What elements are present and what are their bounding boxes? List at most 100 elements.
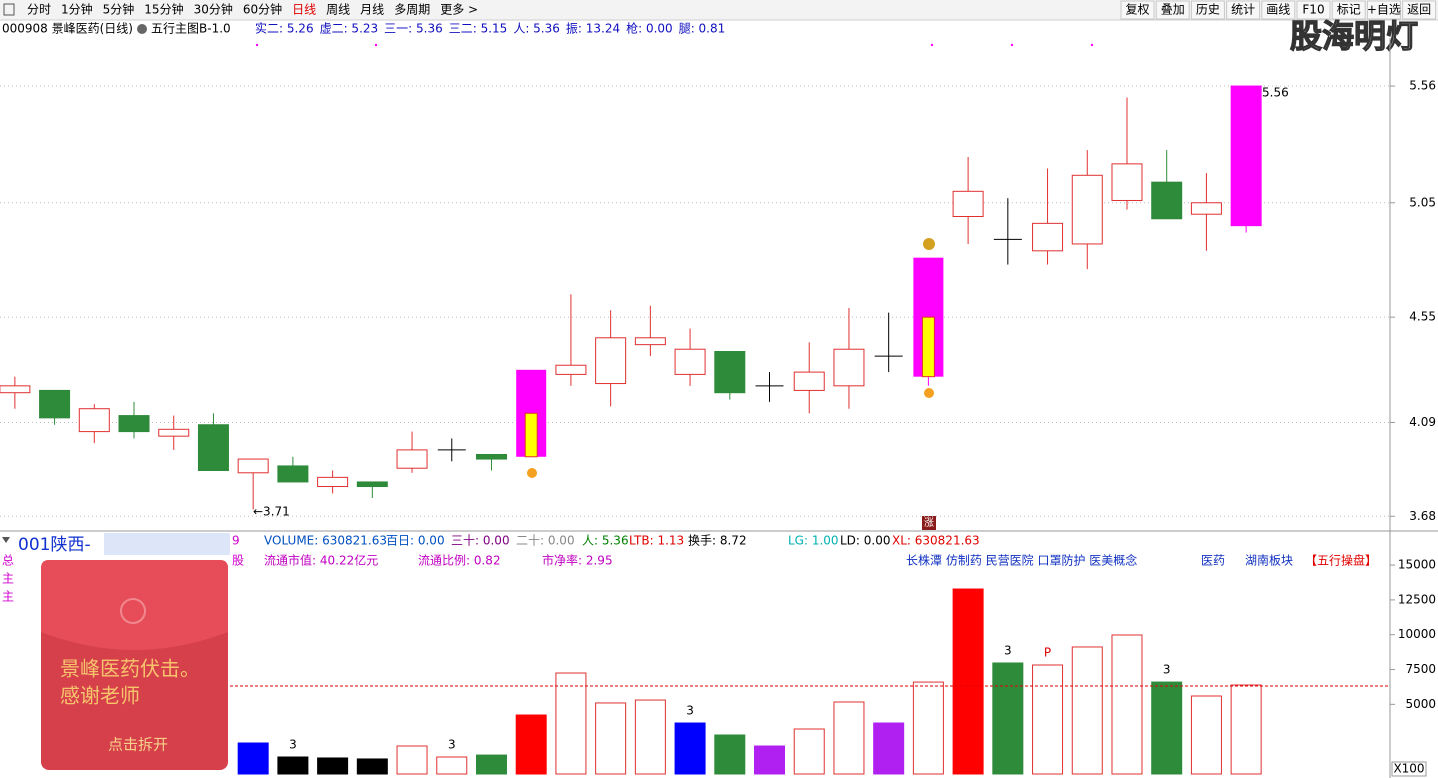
- volume-bar: [237, 742, 269, 775]
- stock-name: 000908 景峰医药(日线): [2, 22, 133, 36]
- period-tab[interactable]: 月线: [360, 3, 384, 17]
- region[interactable]: 湖南板块: [1245, 553, 1293, 568]
- vol-info: VOLUME: 630821.63: [264, 534, 387, 548]
- tag[interactable]: 【五行操盘】: [1305, 553, 1377, 568]
- side-text: 总: [2, 554, 14, 568]
- period-tab[interactable]: 日线: [292, 3, 316, 17]
- readout: 人: 5.36: [513, 22, 560, 36]
- collapse-icon[interactable]: [2, 537, 10, 543]
- vol-info: 三十: 0.00: [451, 534, 510, 548]
- period-tab[interactable]: 分时: [27, 3, 51, 17]
- volume-bar: [1151, 681, 1183, 775]
- tool-button[interactable]: [1402, 0, 1437, 20]
- dot: [1010, 43, 1014, 47]
- candle-body: [0, 385, 31, 394]
- tool-button-label[interactable]: 画线: [1266, 3, 1290, 17]
- volume-label: 3: [1004, 643, 1012, 657]
- volume-bar: [1230, 684, 1262, 775]
- readout: 枪: 0.00: [626, 21, 673, 36]
- period-tab[interactable]: 5分钟: [103, 2, 135, 17]
- signal-ball: [924, 388, 934, 398]
- tool-button-label[interactable]: 统计: [1231, 3, 1255, 17]
- tool-button[interactable]: [1296, 0, 1331, 20]
- vol-info2: 市净率: 2.95: [542, 553, 613, 568]
- period-tab[interactable]: 周线: [326, 3, 350, 17]
- tool-button-label[interactable]: 复权: [1125, 3, 1149, 17]
- period-tab[interactable]: 多周期: [394, 3, 430, 17]
- candle-body: [1032, 222, 1064, 252]
- packet-icon: [120, 598, 146, 624]
- sector[interactable]: 医药: [1201, 554, 1225, 568]
- volume-bar: [714, 734, 746, 775]
- dot: [1090, 43, 1094, 47]
- candle-body: [356, 481, 388, 488]
- volume-bar: [595, 702, 627, 775]
- period-tab[interactable]: 更多 >: [440, 3, 478, 17]
- volume-label: 3: [289, 738, 297, 752]
- readout: 虚二: 5.23: [320, 22, 379, 36]
- dot: [374, 43, 378, 47]
- side-text: 主: [2, 572, 14, 586]
- tool-button[interactable]: [1261, 0, 1296, 20]
- readout: 振: 13.24: [566, 22, 620, 36]
- tool-button[interactable]: [1226, 0, 1261, 20]
- candle-body: [1190, 202, 1222, 215]
- vol-info: 人: 5.36: [582, 534, 629, 548]
- y-tick-label: 3.68: [1409, 509, 1436, 523]
- volume-bar: [833, 701, 865, 775]
- tool-button-label[interactable]: 叠加: [1161, 3, 1185, 17]
- signal-ball: [527, 468, 537, 478]
- tool-button-label[interactable]: F10: [1302, 3, 1324, 17]
- candle-body: [39, 389, 71, 419]
- volume-bar: [1190, 695, 1222, 775]
- candle-body: [475, 453, 507, 460]
- candle-body: [793, 371, 825, 391]
- y-tick-label: 12500: [1398, 592, 1436, 606]
- volume-bar: [317, 757, 349, 775]
- rise-icon-bg: [922, 516, 936, 530]
- volume-bar: [873, 722, 905, 775]
- period-tab[interactable]: 30分钟: [194, 2, 233, 17]
- readout: 三一: 5.36: [384, 22, 443, 36]
- tool-button[interactable]: [1331, 0, 1366, 20]
- side-text: 主: [2, 590, 14, 604]
- panel-toggle[interactable]: [3, 3, 15, 16]
- period-tab[interactable]: 15分钟: [144, 2, 183, 17]
- indicator-icon[interactable]: [137, 24, 147, 34]
- vol-info: 二十: 0.00: [516, 534, 575, 548]
- high-label: 5.56: [1262, 86, 1289, 100]
- candle-body: [237, 458, 269, 474]
- scale: X100: [1393, 762, 1424, 776]
- tool-button-label[interactable]: 历史: [1196, 3, 1220, 17]
- period-tab[interactable]: 60分钟: [243, 2, 282, 17]
- vol-info: LTB: 1.13: [629, 534, 684, 548]
- tool-button-label[interactable]: 返回: [1407, 3, 1431, 17]
- candle-body: [1230, 85, 1262, 227]
- volume-bar: [634, 699, 666, 775]
- volume-bar: [793, 728, 825, 775]
- volume-label: 3: [448, 738, 456, 752]
- vol-info: XL: 630821.63: [892, 534, 980, 548]
- candle-body: [1071, 174, 1103, 245]
- tool-button-label[interactable]: +自选: [1367, 3, 1401, 17]
- tool-button[interactable]: [1155, 0, 1190, 20]
- volume-bar: [674, 722, 706, 775]
- money-icon: [923, 238, 935, 250]
- packet-line: 感谢老师: [60, 684, 140, 708]
- candle-body: [595, 337, 627, 385]
- volume-bar: [1111, 634, 1143, 775]
- volume-bar: [515, 714, 547, 775]
- tool-button-label[interactable]: 标记: [1337, 3, 1361, 17]
- period-tab[interactable]: 1分钟: [61, 2, 93, 17]
- candle-body: [921, 316, 935, 378]
- low-label: ←3.71: [253, 505, 290, 519]
- side-text: 9: [232, 534, 240, 548]
- dot: [255, 43, 259, 47]
- signal-dots: [255, 43, 1094, 47]
- candle-body: [674, 348, 706, 375]
- tool-button[interactable]: [1190, 0, 1225, 20]
- tool-button[interactable]: [1366, 0, 1401, 20]
- packet-button[interactable]: 点击拆开: [108, 736, 168, 754]
- tool-button[interactable]: [1120, 0, 1155, 20]
